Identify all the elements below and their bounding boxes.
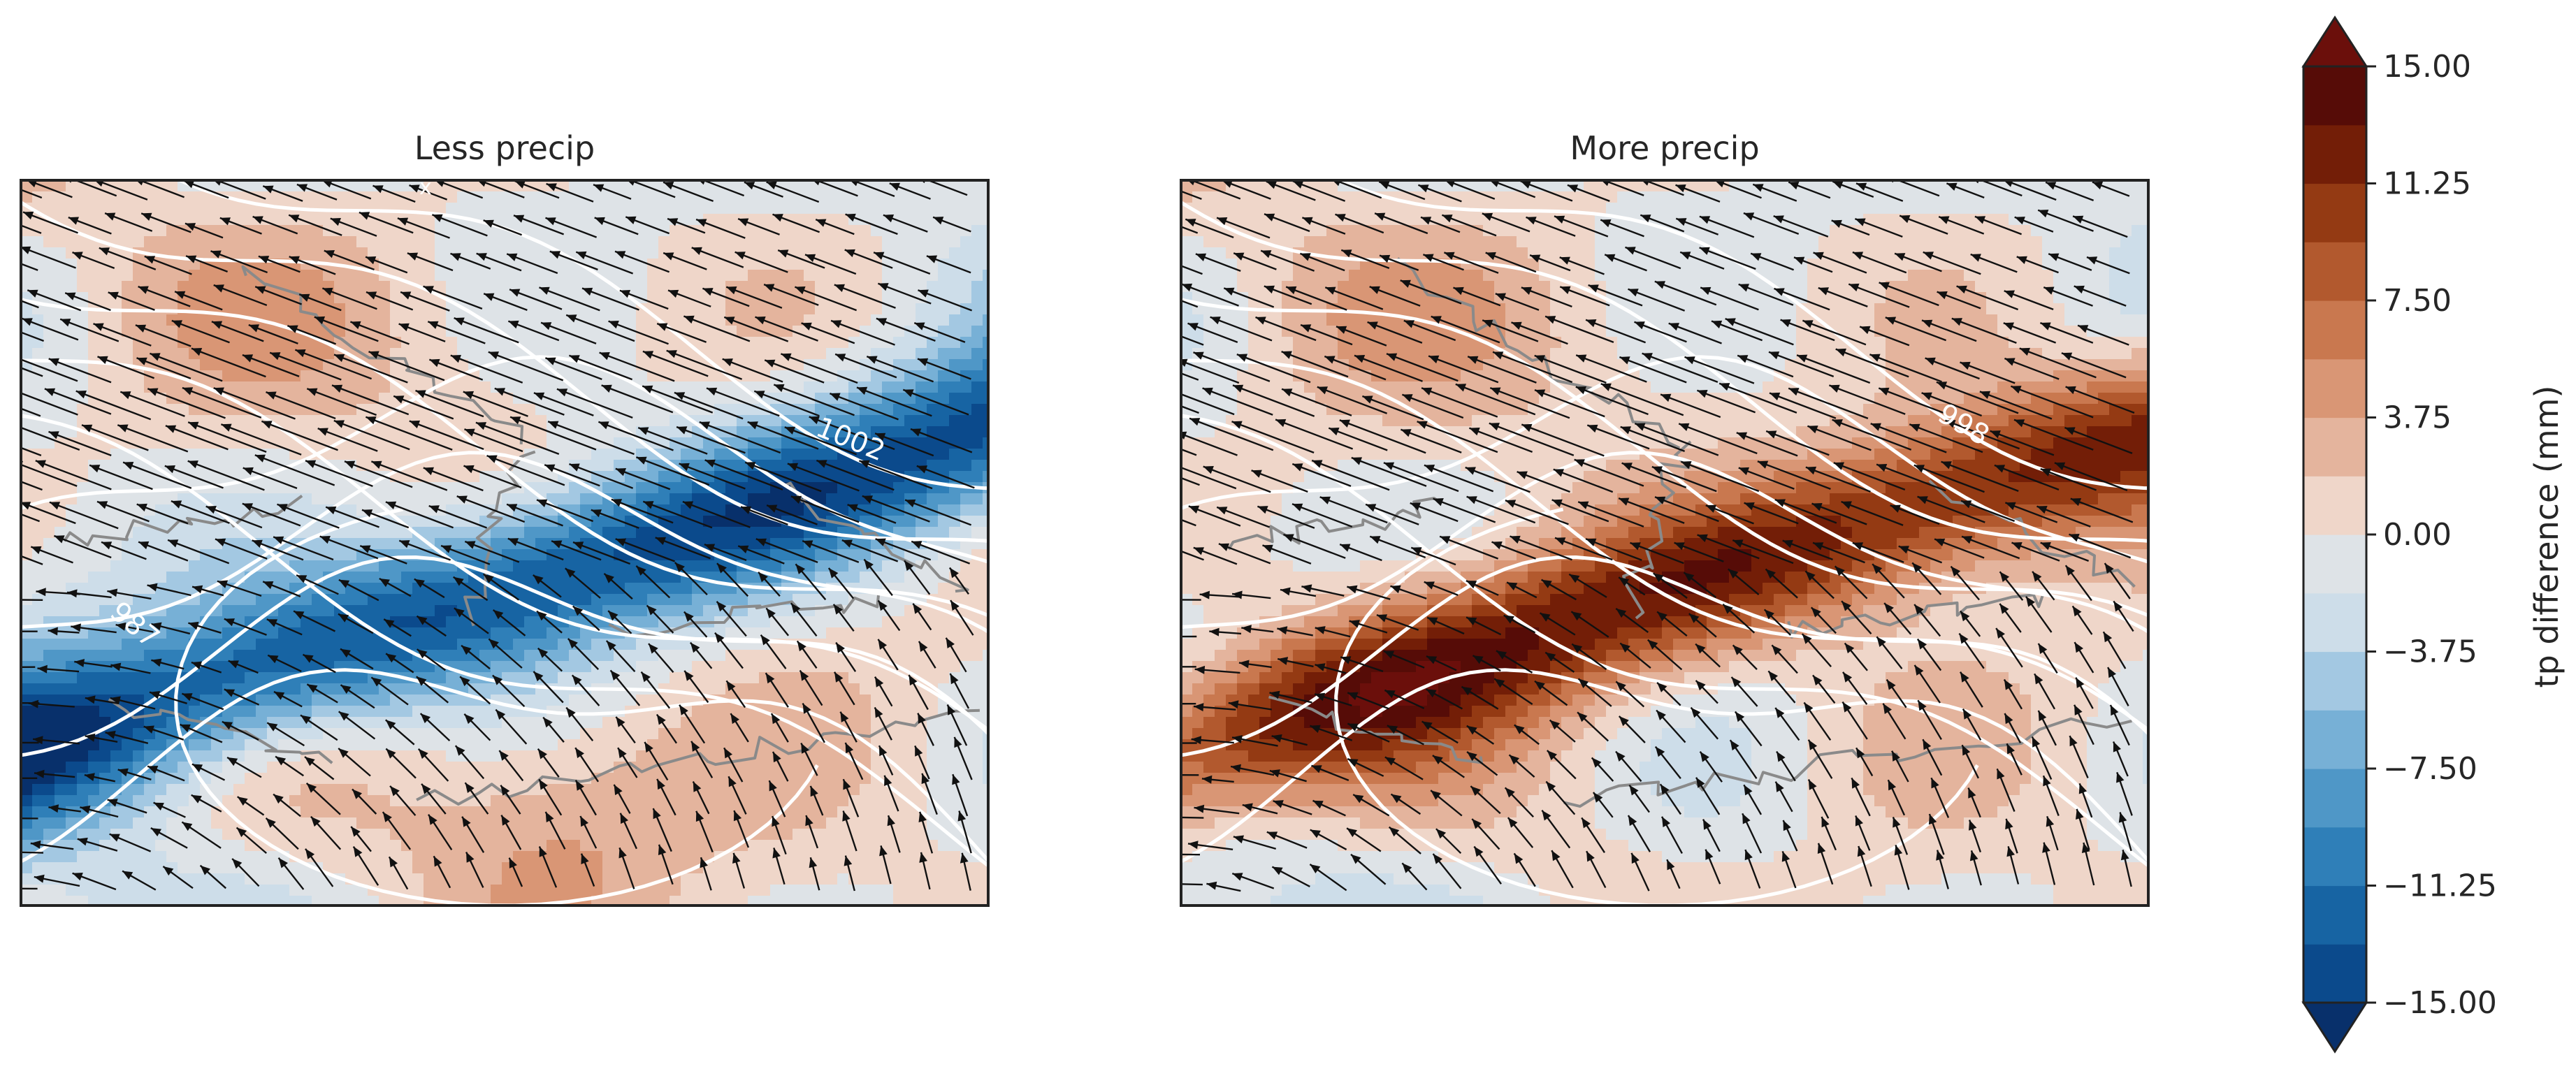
colorbar-bin [2303, 651, 2366, 711]
colorbar-tick-label: −15.00 [2383, 985, 2497, 1021]
colorbar-bin [2303, 769, 2366, 828]
colorbar-tick-label: 3.75 [2383, 400, 2452, 436]
colorbar-extend-min [2301, 1001, 2368, 1054]
colorbar: 15.00 11.25 7.50 3.75 0.00 −3.75 −7.50 −11.25 −1… [2301, 15, 2566, 1054]
colorbar-bin [2303, 124, 2366, 184]
colorbar-tick-label: −7.50 [2383, 751, 2477, 787]
colorbar-bin [2303, 944, 2366, 1003]
colorbar-bin [2303, 885, 2366, 945]
colorbar-bin [2303, 592, 2366, 653]
colorbar-tick-label: 15.00 [2383, 49, 2471, 85]
wind-vectors [1181, 180, 2135, 892]
panel-title: Less precip [414, 129, 595, 167]
colorbar-bin [2303, 534, 2366, 594]
colorbar-tick-label: −11.25 [2383, 868, 2497, 904]
colorbar-bin [2303, 66, 2366, 126]
colorbar-tick-label: 11.25 [2383, 166, 2471, 202]
colorbar-tick-label: −3.75 [2383, 634, 2477, 670]
map-panel-more-precip: More precip 998 [1180, 129, 2150, 907]
wind-vectors [21, 180, 975, 892]
map-panel-less-precip: Less precip 1002 987 x [20, 129, 990, 907]
map-frame [20, 179, 990, 907]
colorbar-bin [2303, 476, 2366, 535]
contour-label: x [419, 175, 432, 200]
colorbar-label: tp difference (mm) [2528, 386, 2566, 688]
colorbar-bin [2303, 183, 2366, 242]
colorbar-bin [2303, 358, 2366, 419]
colorbar-bin [2303, 710, 2366, 769]
colorbar-bin [2303, 417, 2366, 477]
colorbar-bin [2303, 242, 2366, 301]
map-frame [1180, 179, 2150, 907]
colorbar-tick-label: 7.50 [2383, 283, 2452, 319]
colorbar-extend-max [2301, 15, 2368, 68]
colorbar-bin [2303, 300, 2366, 360]
colorbar-tick-label: 0.00 [2383, 517, 2452, 553]
panel-title: More precip [1570, 129, 1759, 167]
colorbar-bin [2303, 827, 2366, 887]
